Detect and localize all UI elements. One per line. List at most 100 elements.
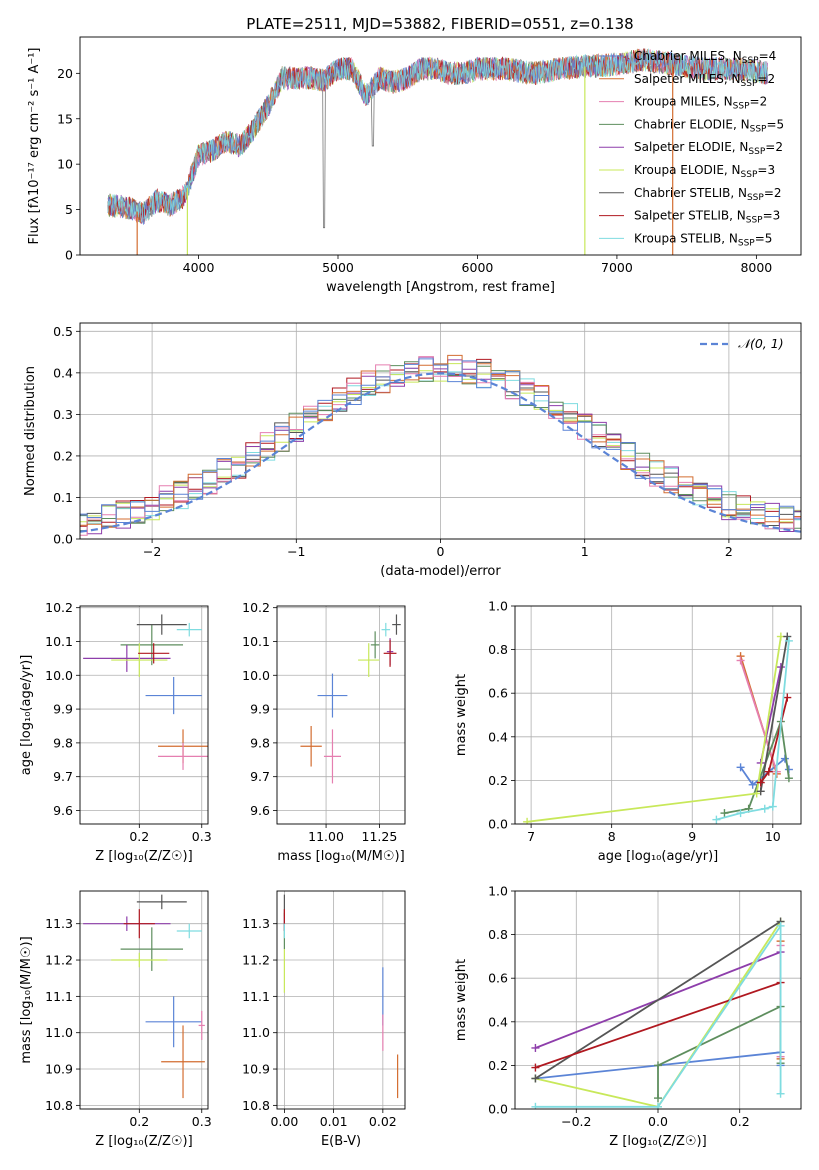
spectrum-plot-area xyxy=(107,48,768,255)
mass_vs_Z-axes: 0.2 0.3 10.8 10.9 11.0 11.1 11.2 11.3 Z [log₁₀(Z… xyxy=(19,890,212,1149)
weight-marker xyxy=(654,1061,662,1070)
y-tick-label: 11.2 xyxy=(242,953,270,968)
y-tick-label: 5 xyxy=(65,202,73,217)
x-tick-label: 0.2 xyxy=(129,1114,149,1129)
y-axis-label: mass weight xyxy=(454,674,469,756)
x-tick-label: −2 xyxy=(143,544,161,559)
residuals-plot-area xyxy=(80,354,801,536)
y-tick-label: 15 xyxy=(57,111,73,126)
x-tick-label: 5000 xyxy=(322,260,354,275)
weight-marker xyxy=(764,767,773,776)
plot-frame xyxy=(79,890,209,1110)
y-tick-label: 0.1 xyxy=(53,490,73,505)
residuals-legend: 𝒩(0, 1) xyxy=(700,336,784,351)
x-tick-label: 8000 xyxy=(740,260,772,275)
age_vs_Z-panel: 0.2 0.3 9.6 9.7 9.8 9.9 10.0 10.1 10.2 Z [log₁₀(Z… xyxy=(19,600,212,864)
errorbar-point-salpeter-miles xyxy=(300,725,322,767)
mass_vs_ebv-panel: 0.00 0.01 0.02 10.8 10.9 11.0 11.1 11.2 11.3 E(B-… xyxy=(242,890,406,1149)
y-tick-label: 9.9 xyxy=(53,702,73,717)
weight-marker xyxy=(654,1094,662,1103)
errorbar-point-chabrier-stelib xyxy=(136,614,187,635)
legend-label: Chabrier ELODIE, NSSP=5 xyxy=(634,117,784,134)
y-tick-label: 0.2 xyxy=(53,448,73,463)
weight-marker xyxy=(720,809,729,818)
y-tick-label: 0.2 xyxy=(488,1058,508,1073)
y-tick-label: 11.1 xyxy=(45,989,73,1004)
weight_vs_Z-plot-area xyxy=(531,917,785,1109)
weight-marker xyxy=(783,693,792,702)
legend-label: Chabrier MILES, NSSP=4 xyxy=(634,49,776,66)
weight-marker xyxy=(531,1043,540,1052)
errorbar-point-kroupa-stelib xyxy=(176,923,202,939)
errorbar-point-kroupa-miles xyxy=(158,742,208,770)
y-tick-label: 9.6 xyxy=(53,803,73,818)
y-tick-label: 9.7 xyxy=(250,769,270,784)
weight-line-chabrier-stelib xyxy=(759,636,789,792)
y-tick-label: 0.4 xyxy=(488,729,508,744)
weight-line-chabrier-elodie xyxy=(657,1005,782,1099)
weight-marker xyxy=(523,817,532,824)
plot-frame xyxy=(514,605,802,825)
errorbar-point-kroupa-stelib xyxy=(176,622,202,637)
weight-line-kroupa-miles xyxy=(739,660,778,772)
y-tick-label: 9.8 xyxy=(53,735,73,750)
y-tick-label: 10 xyxy=(57,157,73,172)
y-axis-label: mass [log₁₀(M/M☉)] xyxy=(19,936,34,1063)
y-tick-label: 10.1 xyxy=(242,634,270,649)
y-tick-label: 0.0 xyxy=(53,532,73,547)
residuals-axes: −2 −1 0 1 2 0.0 0.1 0.2 0.3 0.4 0.5 (data-model)/er… xyxy=(23,322,802,579)
y-tick-label: 10.8 xyxy=(45,1098,73,1113)
y-tick-label: 11.3 xyxy=(45,916,73,931)
x-tick-label: −1 xyxy=(287,544,305,559)
y-tick-label: 9.8 xyxy=(250,735,270,750)
x-axis-label: Z [log₁₀(Z/Z☉)] xyxy=(95,1134,192,1149)
y-tick-label: 0.8 xyxy=(488,927,508,942)
x-axis-label: E(B-V) xyxy=(321,1134,361,1149)
errorbar-point-salpeter-stelib xyxy=(383,639,397,667)
legend-label: Salpeter MILES, NSSP=2 xyxy=(634,72,775,89)
y-tick-label: 0.5 xyxy=(53,324,73,339)
x-tick-label: 11.25 xyxy=(362,829,398,844)
mass_vs_Z-plot-area xyxy=(83,894,205,1099)
weight-marker xyxy=(756,787,765,796)
errorbar-point-kroupa-miles xyxy=(323,729,341,784)
plot-frame xyxy=(276,890,406,1110)
y-tick-label: 0.0 xyxy=(488,817,508,832)
weight-marker xyxy=(531,1102,540,1109)
errorbar-point-kroupa-elodie xyxy=(111,643,168,677)
y-tick-label: 11.3 xyxy=(242,916,270,931)
weight-marker xyxy=(712,815,721,824)
x-tick-label: 0.0 xyxy=(648,1114,668,1129)
x-axis-label: age [log₁₀(age/yr)] xyxy=(598,849,719,864)
y-tick-label: 9.6 xyxy=(250,803,270,818)
weight_vs_Z-panel: −0.2 0.0 0.2 0.0 0.2 0.4 0.6 0.8 1.0 Z [log₁₀(Z/Z… xyxy=(454,884,802,1149)
errorbar-point-salpeter-miles xyxy=(161,1025,205,1099)
errorbar-point-chabrier-elodie xyxy=(120,624,184,666)
age_vs_mass-axes: 11.00 11.25 9.6 9.7 9.8 9.9 10.0 10.1 10.2 mass [… xyxy=(242,600,406,864)
weight_vs_age-plot-area xyxy=(523,632,793,824)
weight-marker xyxy=(768,802,777,811)
histogram-chabrier-miles xyxy=(80,358,801,523)
y-tick-label: 0.4 xyxy=(53,365,73,380)
weight_vs_age-panel: 7 8 9 10 0.0 0.2 0.4 0.6 0.8 1.0 age [log₁₀(age/yr… xyxy=(454,599,802,864)
y-tick-label: 10.1 xyxy=(45,634,73,649)
x-tick-label: 11.00 xyxy=(308,829,344,844)
errorbar-point-salpeter-stelib xyxy=(138,643,170,664)
x-tick-label: 0.2 xyxy=(730,1114,750,1129)
weight-marker xyxy=(736,656,745,665)
y-tick-label: 0.0 xyxy=(488,1102,508,1117)
weight-marker xyxy=(531,1063,540,1072)
weight-marker xyxy=(784,636,793,645)
y-tick-label: 0.3 xyxy=(53,407,73,422)
y-tick-label: 0.2 xyxy=(488,773,508,788)
y-axis-label: Normed distribution xyxy=(23,366,38,496)
y-axis-label: Flux [fλ10⁻¹⁷ erg cm⁻² s⁻¹ A⁻¹] xyxy=(27,48,42,245)
age_vs_Z-axes: 0.2 0.3 9.6 9.7 9.8 9.9 10.0 10.1 10.2 Z [log₁₀(Z… xyxy=(19,600,212,864)
x-axis-label: mass [log₁₀(M/M☉)] xyxy=(277,849,404,864)
legend-label: 𝒩(0, 1) xyxy=(738,336,784,351)
y-tick-label: 11.2 xyxy=(45,953,73,968)
x-tick-label: 6000 xyxy=(462,260,494,275)
errorbar-point-chabrier-miles xyxy=(145,676,202,715)
x-tick-label: −0.2 xyxy=(561,1114,591,1129)
weight-marker xyxy=(748,780,757,789)
